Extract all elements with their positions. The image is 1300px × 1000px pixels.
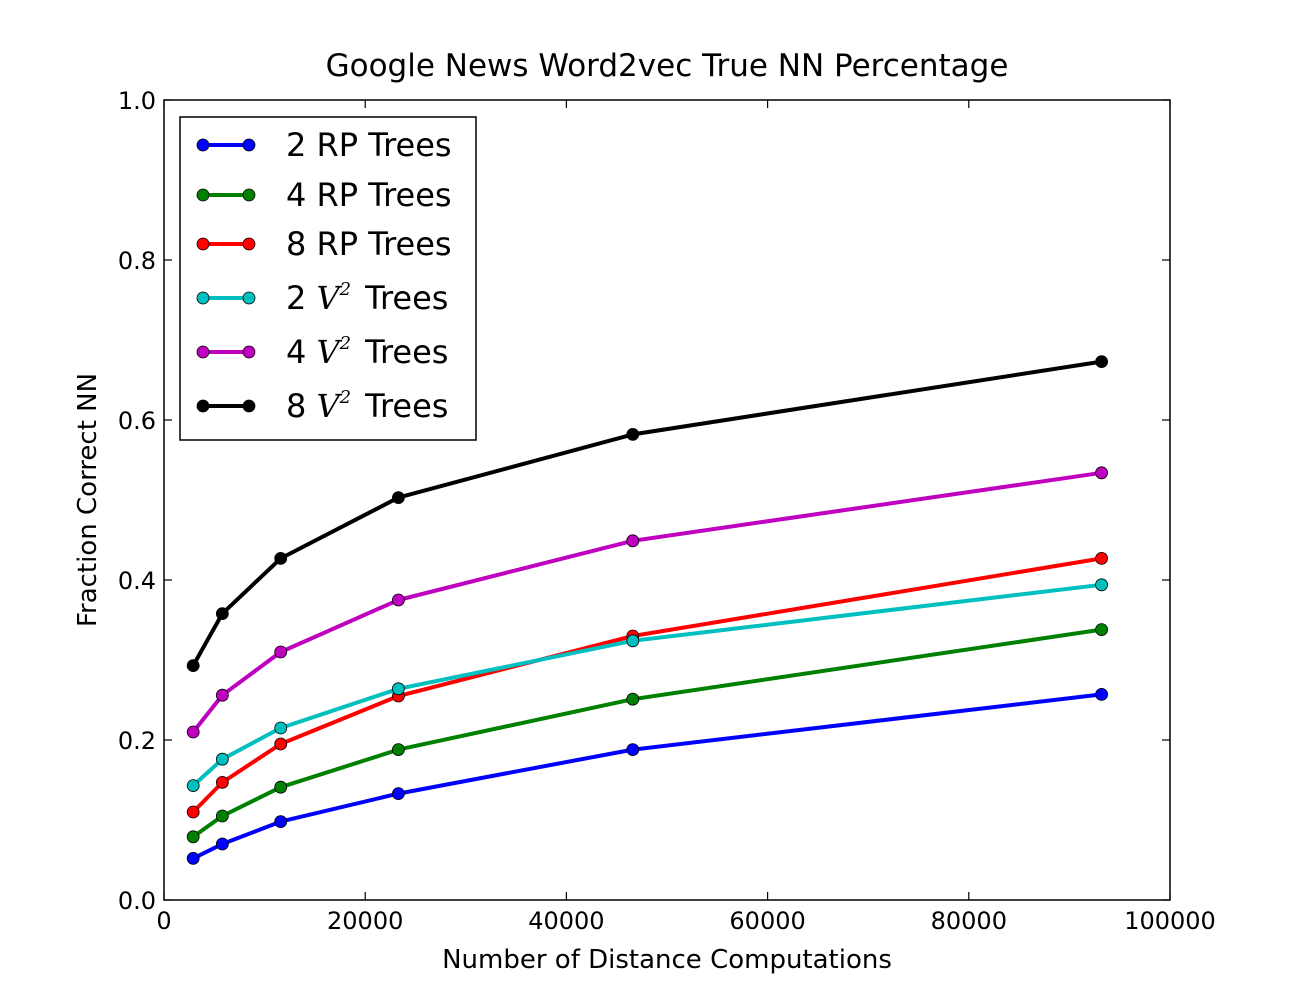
data-point	[391, 491, 405, 505]
data-point	[274, 552, 288, 565]
data-point	[215, 837, 229, 851]
series-line	[191, 470, 1102, 734]
legend-marker	[242, 291, 256, 305]
x-tick-label: 0	[156, 907, 171, 935]
data-point	[215, 776, 229, 789]
x-tick-label: 20000	[327, 907, 403, 935]
series-line	[191, 556, 1102, 814]
series-layer	[186, 355, 1108, 865]
series-2	[186, 623, 1108, 844]
data-point	[186, 659, 200, 672]
series-5	[186, 466, 1108, 739]
legend-box	[179, 116, 477, 441]
data-point	[626, 692, 640, 706]
data-point	[1095, 623, 1108, 636]
data-point	[215, 752, 229, 766]
data-point	[1095, 578, 1108, 592]
data-point	[186, 830, 200, 844]
data-point	[186, 725, 200, 739]
data-point	[1095, 466, 1108, 480]
chart-title: Google News Word2vec True NN Percentage	[326, 48, 1009, 84]
legend: 2 RP Trees 4 RP Trees 8 RP Trees 2 V2 Trees 4…	[179, 116, 477, 441]
series-line	[192, 627, 1102, 839]
y-tick-label: 0.8	[118, 247, 156, 275]
x-tick-label: 80000	[931, 907, 1007, 935]
data-point	[1095, 688, 1108, 701]
y-axis-title: Fraction Correct NN	[73, 373, 103, 627]
data-point	[186, 805, 200, 819]
legend-marker	[242, 237, 256, 251]
series-4	[186, 578, 1108, 792]
y-tick-label: 0.2	[118, 727, 156, 755]
legend-item: 4 RP Trees	[196, 176, 452, 214]
data-point	[626, 427, 640, 441]
y-tick-label: 0.6	[118, 407, 156, 435]
series-line	[191, 582, 1102, 788]
data-point	[215, 809, 229, 823]
series-6	[186, 355, 1108, 672]
legend-item: 2 RP Trees	[196, 126, 452, 164]
data-point	[626, 743, 640, 756]
plot-frame	[163, 99, 1171, 901]
data-point	[1095, 355, 1108, 369]
x-tick-label: 60000	[729, 907, 805, 935]
legend-label: 4 RP Trees	[286, 176, 452, 214]
legend-item: 8 V2 Trees	[196, 387, 448, 425]
legend-marker	[196, 399, 210, 413]
data-point	[391, 787, 405, 800]
data-point	[391, 743, 405, 756]
series-1	[186, 688, 1108, 865]
series-line	[192, 692, 1102, 861]
legend-marker	[242, 399, 256, 413]
data-point	[186, 779, 200, 792]
legend-label: 8 V2 Trees	[286, 387, 448, 425]
data-point	[391, 682, 405, 696]
data-point	[274, 721, 288, 735]
data-point	[274, 815, 288, 828]
x-axis-title: Number of Distance Computations	[442, 945, 892, 975]
legend-marker	[242, 345, 256, 359]
legend-marker	[196, 345, 210, 359]
data-point	[215, 688, 229, 702]
data-point	[391, 593, 405, 607]
legend-marker	[196, 291, 210, 305]
legend-marker	[196, 237, 210, 251]
data-point	[626, 634, 640, 648]
x-tick-label: 40000	[528, 907, 604, 935]
legend-label: 8 RP Trees	[286, 225, 452, 263]
data-point	[274, 645, 288, 659]
data-point	[274, 780, 288, 794]
y-tick-label: 0.4	[118, 567, 156, 595]
series-line	[191, 359, 1102, 667]
data-point	[186, 852, 200, 865]
legend-label: 2 V2 Trees	[286, 279, 448, 317]
x-tick-label: 100000	[1124, 907, 1216, 935]
y-tick-label: 0.0	[118, 887, 156, 915]
legend-marker	[196, 188, 210, 202]
data-point	[1095, 552, 1108, 565]
legend-item: 2 V2 Trees	[196, 279, 448, 317]
legend-item: 8 RP Trees	[196, 225, 452, 263]
legend-marker	[242, 188, 256, 202]
legend-marker	[196, 138, 210, 152]
data-point	[274, 737, 288, 751]
data-point	[626, 534, 640, 548]
series-3	[186, 552, 1108, 819]
y-tick-label: 1.0	[118, 87, 156, 115]
data-point	[215, 607, 229, 620]
legend-label: 2 RP Trees	[286, 126, 452, 164]
legend-item: 4 V2 Trees	[196, 333, 448, 371]
legend-marker	[242, 138, 256, 152]
legend-label: 4 V2 Trees	[286, 333, 448, 371]
